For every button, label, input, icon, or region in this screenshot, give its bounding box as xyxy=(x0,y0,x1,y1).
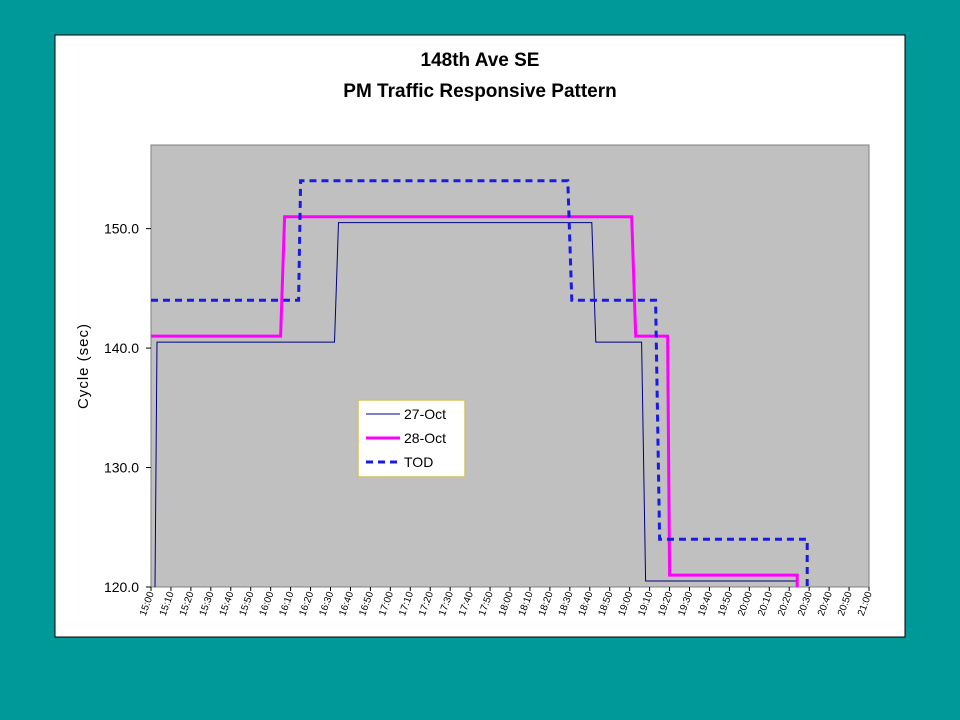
legend-label: 27-Oct xyxy=(404,406,446,422)
chart-subtitle: PM Traffic Responsive Pattern xyxy=(343,81,616,102)
legend-label: TOD xyxy=(404,454,433,470)
series-line xyxy=(154,222,798,588)
y-tick-label: 150.0 xyxy=(104,221,139,237)
y-tick-label: 130.0 xyxy=(104,460,139,476)
legend: 27-Oct 28-Oct TOD xyxy=(357,399,466,478)
legend-label: 28-Oct xyxy=(404,430,446,446)
series-line xyxy=(151,179,809,587)
legend-box xyxy=(357,399,466,478)
chart-title: 148th Ave SE xyxy=(421,50,540,71)
y-tick-label: 120.0 xyxy=(104,579,139,595)
plot-area xyxy=(150,144,870,588)
series-lines xyxy=(151,179,809,588)
y-axis-label: Cycle (sec) xyxy=(75,323,92,409)
series-line xyxy=(151,215,799,587)
y-tick-label: 140.0 xyxy=(104,340,139,356)
